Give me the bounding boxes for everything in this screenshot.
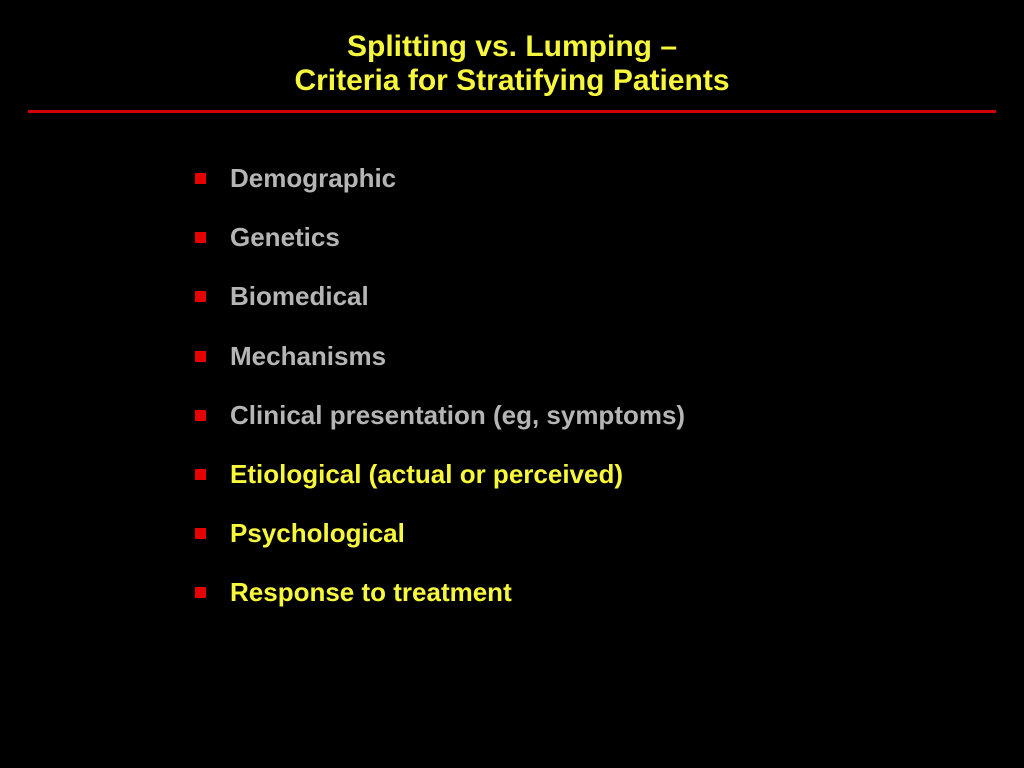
bullet-item: Response to treatment <box>195 577 1024 608</box>
bullet-item: Etiological (actual or perceived) <box>195 459 1024 490</box>
bullet-text: Mechanisms <box>230 341 386 372</box>
bullet-marker-icon <box>195 232 206 243</box>
bullet-list: Demographic Genetics Biomedical Mechanisms C… <box>195 163 1024 609</box>
bullet-text: Etiological (actual or perceived) <box>230 459 623 490</box>
title-line-2: Criteria for Stratifying Patients <box>0 64 1024 98</box>
title-block: Splitting vs. Lumping – Criteria for Str… <box>0 30 1024 98</box>
bullet-item: Biomedical <box>195 281 1024 312</box>
bullet-marker-icon <box>195 173 206 184</box>
bullet-item: Psychological <box>195 518 1024 549</box>
bullet-marker-icon <box>195 528 206 539</box>
bullet-text: Clinical presentation (eg, symptoms) <box>230 400 685 431</box>
bullet-marker-icon <box>195 587 206 598</box>
bullet-item: Genetics <box>195 222 1024 253</box>
bullet-marker-icon <box>195 351 206 362</box>
bullet-marker-icon <box>195 291 206 302</box>
slide-container: Splitting vs. Lumping – Criteria for Str… <box>0 0 1024 768</box>
bullet-item: Demographic <box>195 163 1024 194</box>
bullet-text: Psychological <box>230 518 405 549</box>
title-line-1: Splitting vs. Lumping – <box>0 30 1024 64</box>
content-area: Demographic Genetics Biomedical Mechanisms C… <box>0 113 1024 609</box>
bullet-item: Mechanisms <box>195 341 1024 372</box>
bullet-marker-icon <box>195 410 206 421</box>
bullet-text: Response to treatment <box>230 577 512 608</box>
bullet-item: Clinical presentation (eg, symptoms) <box>195 400 1024 431</box>
bullet-marker-icon <box>195 469 206 480</box>
bullet-text: Biomedical <box>230 281 369 312</box>
bullet-text: Genetics <box>230 222 340 253</box>
bullet-text: Demographic <box>230 163 396 194</box>
